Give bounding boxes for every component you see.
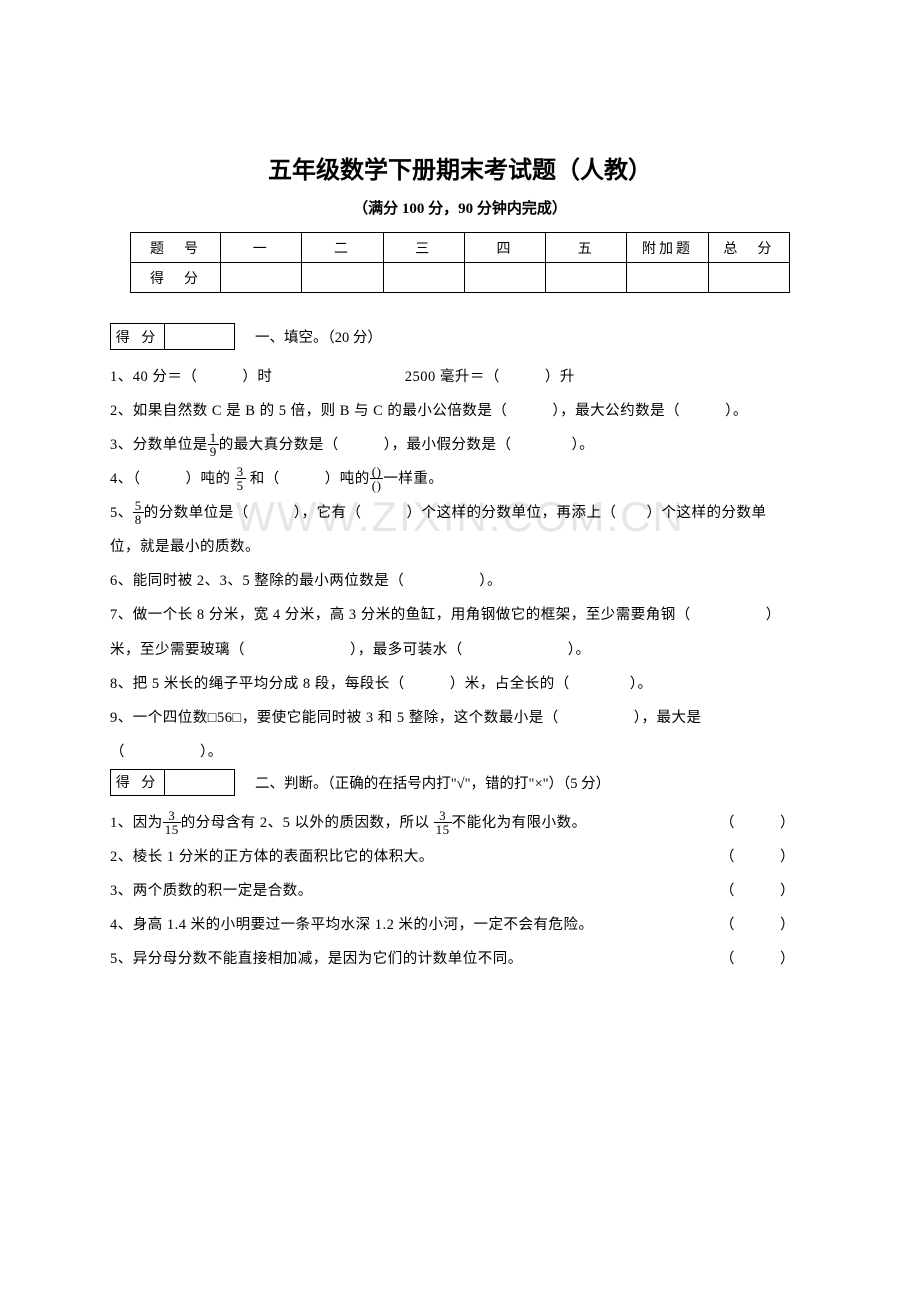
defen-label: 得 分 [111,769,165,795]
q8: 8、把 5 米长的绳子平均分成 8 段，每段长（ ）米，占全长的（ ）。 [110,667,810,701]
fraction-3-5: 35 [235,465,246,492]
judge-q3: 3、两个质数的积一定是合数。 （ ） [110,874,810,908]
q3: 3、分数单位是19的最大真分数是（ ），最小假分数是（ ）。 [110,428,810,462]
judge-q5-text: 5、异分母分数不能直接相加减，是因为它们的计数单位不同。 [110,942,720,976]
frac-num: 3 [235,465,246,479]
header-cell: 一 [221,233,302,263]
defen-box: 得 分 [110,323,235,350]
q1b: 的分母含有 2、5 以外的质因数，所以 [181,815,434,831]
q5: 5、58的分数单位是（ ），它有（ ）个这样的分数单位，再添上（ ）个这样的分数… [110,496,810,530]
fraction-3-15b: 315 [434,809,452,836]
judge-q4-mark: （ ） [720,908,810,942]
section-2-header: 得 分 二、判断。（正确的在括号内打"√"，错的打"×"）（5 分） [110,769,810,796]
score-cell [383,263,464,293]
frac-den: 5 [235,479,246,492]
score-label-cell: 得 分 [131,263,221,293]
frac-num: 1 [208,431,219,445]
score-cell [546,263,627,293]
judge-q4-text: 4、身高 1.4 米的小明要过一条平均水深 1.2 米的小河，一定不会有危险。 [110,908,720,942]
header-cell: 五 [546,233,627,263]
q2: 2、如果自然数 C 是 B 的 5 倍，则 B 与 C 的最小公倍数是（ ），最… [110,394,810,428]
q7b: 米，至少需要玻璃（ ），最多可装水（ ）。 [110,633,810,667]
q4: 4、（ ）吨的 35 和（ ）吨的()()一样重。 [110,462,810,496]
header-cell: 三 [383,233,464,263]
header-cell: 四 [464,233,545,263]
judge-q5: 5、异分母分数不能直接相加减，是因为它们的计数单位不同。 （ ） [110,942,810,976]
frac-den: 8 [133,513,144,526]
fraction-1-9: 19 [208,431,219,458]
frac-num: 3 [434,809,452,823]
defen-blank [165,324,235,350]
judge-q1: 1、因为315的分母含有 2、5 以外的质因数，所以 315不能化为有限小数。 … [110,806,810,840]
q1a: 1、因为 [110,815,163,831]
judge-q3-text: 3、两个质数的积一定是合数。 [110,874,720,908]
judge-q1-mark: （ ） [720,806,810,840]
q6: 6、能同时被 2、3、5 整除的最小两位数是（ ）。 [110,564,810,598]
q3b: 的最大真分数是（ ），最小假分数是（ ）。 [219,437,595,453]
frac-den: 9 [208,445,219,458]
q9a: 9、一个四位数□56□，要使它能同时被 3 和 5 整除，这个数最小是（ ），最… [110,701,810,735]
q7a: 7、做一个长 8 分米，宽 4 分米，高 3 分米的鱼缸，用角钢做它的框架，至少… [110,598,810,632]
judge-q3-mark: （ ） [720,874,810,908]
section-1-title: 一、填空。（20 分） [255,326,382,347]
frac-den: () [370,479,384,492]
score-cell [708,263,789,293]
score-cell [627,263,708,293]
judge-q5-mark: （ ） [720,942,810,976]
q1b: 2500 毫升＝（ ）升 [405,369,575,385]
defen-label: 得 分 [111,324,165,350]
frac-num: 5 [133,499,144,513]
judge-q4: 4、身高 1.4 米的小明要过一条平均水深 1.2 米的小河，一定不会有危险。 … [110,908,810,942]
judge-q2-mark: （ ） [720,840,810,874]
score-table: 题 号 一 二 三 四 五 附加题 总 分 得 分 [130,232,790,293]
frac-num: 3 [163,809,181,823]
fraction-5-8: 58 [133,499,144,526]
header-cell: 附加题 [627,233,708,263]
header-cell: 题 号 [131,233,221,263]
fraction-blank: ()() [370,465,384,492]
header-cell: 总 分 [708,233,789,263]
defen-box: 得 分 [110,769,235,796]
judge-q1-text: 1、因为315的分母含有 2、5 以外的质因数，所以 315不能化为有限小数。 [110,806,720,840]
q4c: 一样重。 [383,471,443,487]
q1a: 1、40 分＝（ ）时 [110,369,272,385]
q9b: （ ）。 [110,735,810,769]
score-cell [221,263,302,293]
score-table-header-row: 题 号 一 二 三 四 五 附加题 总 分 [131,233,790,263]
frac-den: 15 [163,823,181,836]
q4a: 4、（ ）吨的 [110,471,235,487]
score-cell [302,263,383,293]
judge-q2: 2、棱长 1 分米的正方体的表面积比它的体积大。 （ ） [110,840,810,874]
q5c: 位，就是最小的质数。 [110,530,810,564]
frac-num: () [370,465,384,479]
header-cell: 二 [302,233,383,263]
q3a: 3、分数单位是 [110,437,208,453]
fraction-3-15: 315 [163,809,181,836]
exam-title: 五年级数学下册期末考试题（人教） [110,150,810,185]
section-2-title: 二、判断。（正确的在括号内打"√"，错的打"×"）（5 分） [255,772,610,793]
score-table-score-row: 得 分 [131,263,790,293]
section-1-header: 得 分 一、填空。（20 分） [110,323,810,350]
q5b: 的分数单位是（ ），它有（ ）个这样的分数单位，再添上（ ）个这样的分数单 [144,505,767,521]
judge-q2-text: 2、棱长 1 分米的正方体的表面积比它的体积大。 [110,840,720,874]
q1: 1、40 分＝（ ）时 2500 毫升＝（ ）升 [110,360,810,394]
score-cell [464,263,545,293]
q4b: 和（ ）吨的 [246,471,370,487]
exam-subtitle: （满分 100 分，90 分钟内完成） [110,197,810,218]
defen-blank [165,769,235,795]
q5a: 5、 [110,505,133,521]
q1c: 不能化为有限小数。 [452,815,587,831]
frac-den: 15 [434,823,452,836]
